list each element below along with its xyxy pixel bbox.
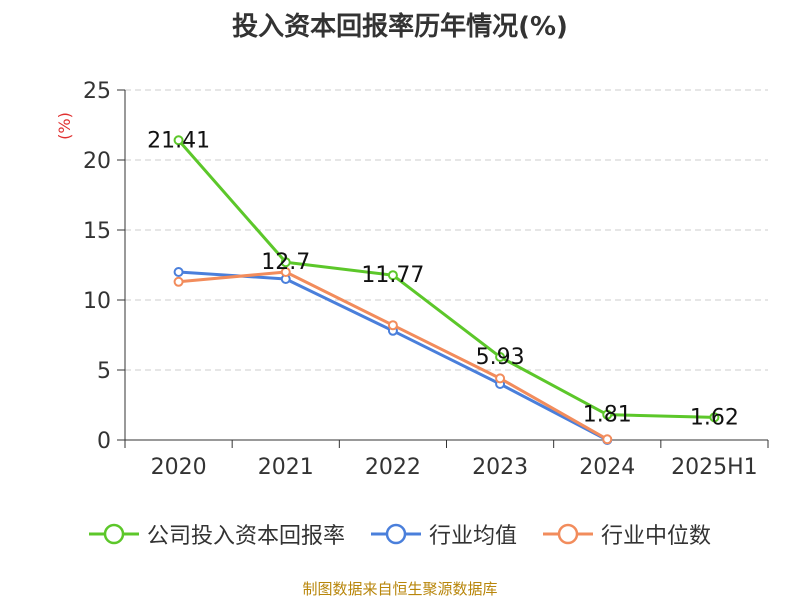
series-line bbox=[178, 270, 608, 442]
legend: 公司投入资本回报率 行业均值 行业中位数 bbox=[0, 518, 800, 550]
data-labels: 21.41 12.7 11.77 5.93 1.81 1.62 bbox=[147, 128, 739, 430]
data-label: 12.7 bbox=[261, 250, 310, 275]
legend-item[interactable]: 公司投入资本回报率 bbox=[88, 518, 345, 550]
y-tick-label: 10 bbox=[83, 289, 111, 314]
legend-label: 行业均值 bbox=[428, 524, 517, 549]
legend-item[interactable]: 行业均值 bbox=[370, 518, 517, 550]
series-lines bbox=[173, 135, 720, 445]
data-point bbox=[387, 270, 398, 281]
data-point bbox=[495, 373, 506, 384]
chart-title: 投入资本回报率历年情况(%) bbox=[232, 12, 568, 42]
y-axis-label: (%) bbox=[55, 112, 74, 140]
x-tick-label: 2022 bbox=[365, 455, 421, 480]
data-label: 11.77 bbox=[361, 263, 424, 288]
data-point bbox=[709, 412, 720, 423]
x-tick-label: 2020 bbox=[151, 455, 207, 480]
y-tick-label: 0 bbox=[97, 429, 111, 454]
y-tick-label: 15 bbox=[83, 219, 111, 244]
y-tick-label: 20 bbox=[83, 149, 111, 174]
legend-label: 行业中位数 bbox=[601, 524, 712, 549]
data-label: 1.62 bbox=[690, 405, 739, 430]
data-point bbox=[280, 267, 291, 277]
gridlines bbox=[125, 89, 768, 371]
y-tick-label: 5 bbox=[97, 359, 111, 384]
data-point bbox=[602, 434, 613, 445]
data-point bbox=[280, 257, 291, 268]
data-label: 21.41 bbox=[147, 128, 210, 153]
series-line bbox=[177, 139, 715, 419]
legend-item[interactable]: 行业中位数 bbox=[543, 518, 711, 550]
data-point bbox=[495, 351, 506, 362]
x-tick-label: 2025H1 bbox=[671, 455, 758, 480]
data-label: 5.93 bbox=[476, 345, 525, 370]
axes: 0 5 10 15 20 25 (%) 2020 2021 2022 2023 2024 2025H1 bbox=[55, 79, 769, 480]
legend-marker-icon bbox=[370, 523, 421, 545]
y-tick-label: 25 bbox=[83, 79, 111, 104]
x-tick-label: 2023 bbox=[472, 455, 528, 480]
data-point bbox=[602, 409, 613, 420]
data-point bbox=[173, 267, 184, 277]
data-point bbox=[173, 135, 184, 146]
series-line bbox=[178, 270, 608, 441]
data-point bbox=[173, 276, 184, 287]
x-tick-label: 2024 bbox=[579, 455, 635, 480]
legend-label: 公司投入资本回报率 bbox=[146, 524, 345, 549]
source-note: 制图数据来自恒生聚源数据库 bbox=[302, 580, 498, 598]
data-label: 1.81 bbox=[583, 403, 632, 428]
x-tick-label: 2021 bbox=[258, 455, 314, 480]
data-point bbox=[387, 320, 398, 331]
legend-marker-icon bbox=[543, 523, 593, 545]
legend-marker-icon bbox=[88, 523, 139, 545]
